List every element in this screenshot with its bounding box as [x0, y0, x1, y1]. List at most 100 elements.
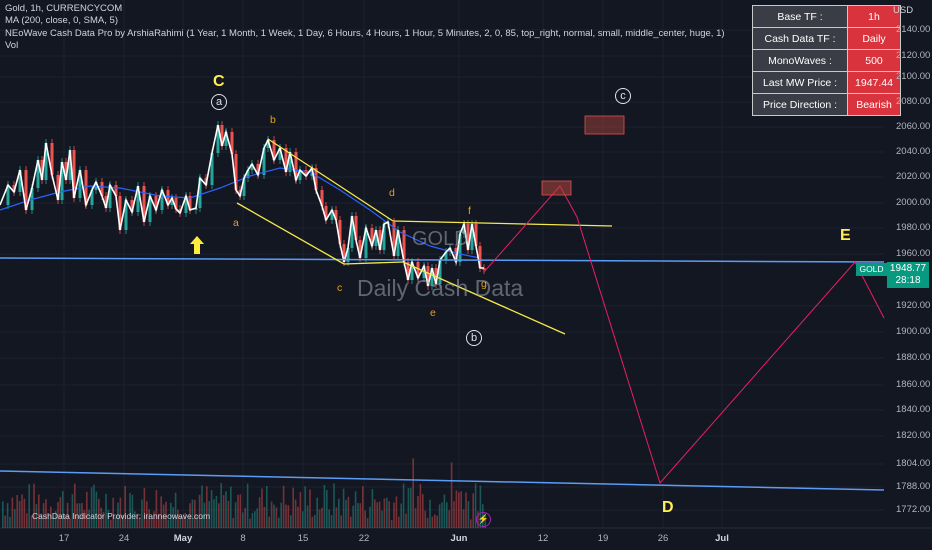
volume-bar	[407, 488, 410, 528]
candle	[426, 266, 430, 286]
candle	[18, 170, 22, 192]
volume-bar	[201, 485, 203, 528]
volume-bar	[414, 508, 417, 528]
volume-bar	[143, 487, 146, 528]
volume-bar	[275, 507, 278, 528]
time-tick: 19	[597, 533, 609, 544]
candle	[334, 210, 338, 220]
info-key: Price Direction :	[752, 93, 848, 116]
info-row: Price Direction : Bearish	[752, 93, 901, 116]
volume-bar	[458, 492, 460, 528]
wave-label-big-d: D	[662, 499, 674, 516]
info-key: Cash Data TF :	[752, 27, 848, 50]
candle	[174, 198, 178, 209]
legend-title[interactable]: Gold, 1h, CURRENCYCOM	[5, 3, 123, 14]
volume-bar	[239, 494, 242, 528]
candle	[84, 170, 88, 205]
grid	[0, 0, 932, 529]
channel-upper-ext	[392, 220, 613, 227]
volume-bar	[338, 498, 340, 528]
volume-bar	[52, 516, 54, 528]
candle	[392, 222, 396, 256]
volume-bar	[167, 519, 170, 528]
volume-bar	[273, 504, 275, 528]
volume-bar	[213, 499, 215, 528]
price-tick: 2000.00	[896, 197, 931, 208]
legend-indicator[interactable]: NEoWave Cash Data Pro by ArshiaRahimi (1…	[5, 27, 725, 39]
volume-bar	[170, 502, 172, 528]
candle	[36, 160, 40, 188]
candle	[148, 196, 152, 222]
wave-label-f: f	[468, 205, 471, 217]
candle	[216, 125, 220, 153]
volume-bar	[256, 508, 258, 528]
price-tick: 2080.00	[896, 96, 931, 107]
candle	[170, 198, 174, 205]
volume-bar	[35, 504, 38, 528]
candle	[166, 190, 170, 205]
wave-label-g: g	[481, 278, 487, 290]
candle	[416, 262, 420, 278]
candle	[382, 224, 386, 250]
volume-bar	[419, 483, 422, 528]
volume-bar	[189, 503, 191, 528]
volume-bar	[90, 487, 93, 528]
candle	[104, 196, 108, 208]
volume-bar	[333, 483, 335, 528]
volume-bar	[270, 501, 273, 528]
price-tick: 2140.00	[896, 24, 931, 35]
volume-bar	[230, 486, 232, 528]
legend-ma[interactable]: MA (200, close, 0, SMA, 5)	[5, 15, 118, 27]
volume-bar	[160, 496, 162, 528]
volume-bar	[388, 501, 390, 528]
channel-lower	[236, 202, 345, 265]
candle	[118, 196, 122, 230]
projection-path	[483, 185, 885, 484]
candle	[246, 170, 250, 178]
info-value: Bearish	[847, 93, 901, 116]
candle	[40, 160, 44, 180]
candle	[466, 224, 470, 250]
candle	[324, 206, 328, 220]
volume-bar	[345, 499, 347, 528]
candle	[470, 224, 474, 250]
volume-bar	[98, 498, 100, 528]
volume-bar	[234, 502, 237, 528]
volume-bar	[249, 518, 251, 528]
volume-bar	[290, 515, 292, 528]
channel-lower-3	[402, 261, 566, 335]
candle	[114, 185, 118, 196]
volume-bar	[311, 516, 314, 528]
time-tick: 8	[240, 533, 246, 544]
candle	[478, 246, 482, 268]
target-box-2	[584, 115, 625, 135]
volume-bar	[86, 491, 88, 528]
time-tick: 22	[358, 533, 370, 544]
price-tick: 2040.00	[896, 146, 931, 157]
candle	[314, 168, 318, 190]
volume-bar	[424, 510, 426, 528]
volume-bar	[222, 495, 225, 528]
volume-bar	[280, 502, 282, 528]
volume-bar	[453, 501, 455, 528]
candle	[72, 150, 76, 198]
volume-bar	[294, 499, 297, 528]
volume-bar	[278, 517, 280, 528]
price-tick: 1960.00	[896, 248, 931, 259]
lightning-icon[interactable]: ⚡	[476, 512, 491, 527]
time-tick: May	[173, 533, 193, 544]
candle	[68, 150, 72, 180]
volume-bar	[220, 483, 222, 528]
legend-vol[interactable]: Vol	[5, 39, 19, 51]
wave-label-b: b	[270, 114, 276, 126]
volume-bar	[450, 462, 453, 528]
volume-bar	[321, 507, 323, 528]
candle	[160, 190, 164, 210]
candle	[354, 216, 358, 240]
volume-bar	[357, 502, 359, 528]
up-arrow-icon	[190, 236, 204, 254]
volume-bar	[371, 489, 374, 528]
time-tick: Jul	[715, 533, 729, 544]
